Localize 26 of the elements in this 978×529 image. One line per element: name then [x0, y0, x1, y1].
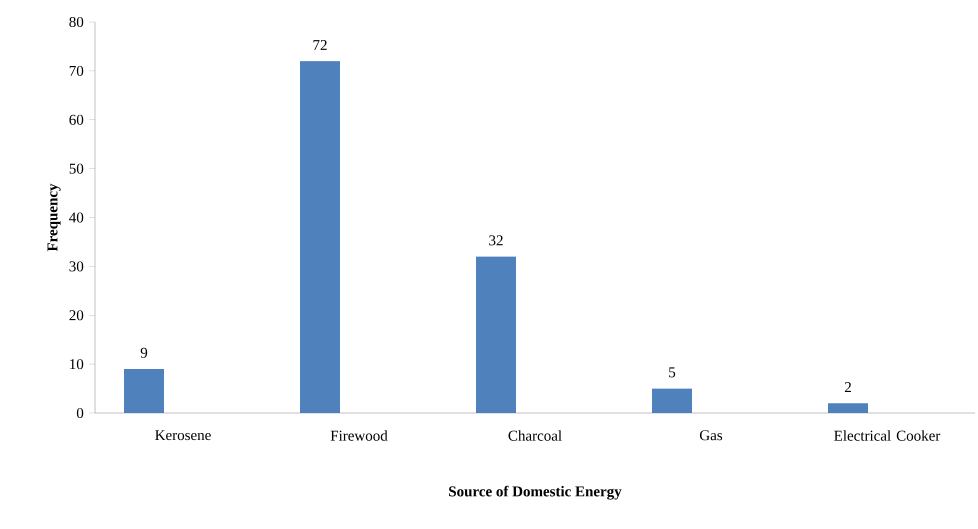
bar [124, 369, 164, 413]
y-tick-label: 10 [70, 359, 84, 370]
data-label: 32 [489, 235, 503, 246]
x-tick-label: Electrical Cooker [834, 430, 940, 441]
x-axis-title: Source of Domestic Energy [449, 486, 622, 500]
data-label: 9 [140, 348, 148, 358]
bar [300, 61, 340, 413]
y-tick-label: 60 [69, 114, 84, 125]
bar [652, 388, 692, 413]
data-label: 72 [313, 40, 327, 50]
data-label: 5 [669, 367, 676, 378]
y-tick-label: 40 [69, 212, 84, 223]
y-tick-label: 30 [70, 261, 84, 272]
x-tick-label: Kerosene [155, 430, 211, 440]
bar [828, 403, 868, 413]
y-tick-label: 20 [69, 310, 84, 320]
y-tick-label: 80 [69, 16, 84, 28]
x-tick-label: Firewood [330, 430, 388, 441]
bar [476, 256, 516, 413]
x-tick-label: Charcoal [508, 430, 562, 441]
y-tick-label: 70 [70, 66, 84, 76]
y-tick-label: 0 [76, 408, 84, 418]
y-tick-label: 50 [70, 164, 84, 174]
x-tick-label: Gas [700, 430, 722, 440]
data-label: 2 [844, 382, 851, 392]
y-axis-title: Frequency [48, 184, 61, 252]
